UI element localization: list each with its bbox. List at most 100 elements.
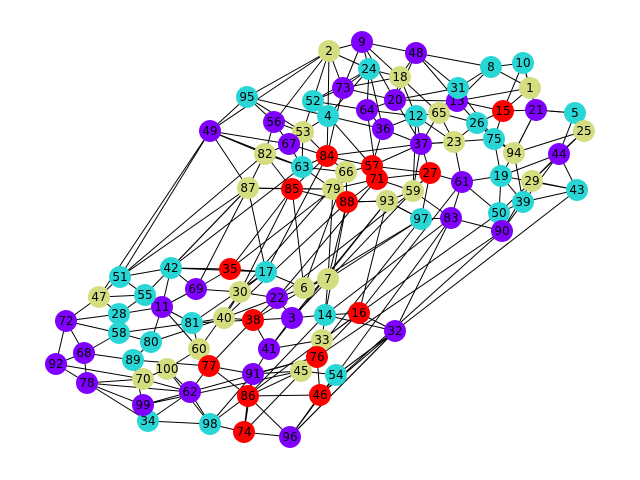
node-51: 51 bbox=[109, 266, 131, 288]
node-circle bbox=[402, 180, 424, 202]
node-label: 83 bbox=[443, 211, 458, 225]
node-circle bbox=[318, 40, 340, 62]
edge-2-95 bbox=[246, 50, 330, 98]
node-label: 90 bbox=[494, 224, 509, 238]
edge-87-51 bbox=[119, 187, 249, 278]
edge-2-49 bbox=[209, 50, 330, 132]
node-circle bbox=[480, 56, 502, 78]
edge-35-85 bbox=[229, 188, 293, 270]
node-circle bbox=[410, 133, 432, 155]
edge-98-33 bbox=[209, 339, 323, 425]
node-61: 61 bbox=[451, 171, 473, 193]
node-label: 82 bbox=[257, 147, 272, 161]
node-90: 90 bbox=[491, 220, 513, 242]
node-circle bbox=[317, 268, 339, 290]
node-23: 23 bbox=[443, 131, 465, 153]
node-17: 17 bbox=[255, 261, 277, 283]
edge-2-56 bbox=[273, 50, 330, 123]
node-circle bbox=[348, 302, 370, 324]
edge-4-57 bbox=[327, 115, 373, 167]
node-label: 84 bbox=[319, 149, 334, 163]
node-circle bbox=[488, 202, 510, 224]
node-circle bbox=[521, 170, 543, 192]
edge-7-88 bbox=[327, 201, 348, 280]
node-circle bbox=[311, 329, 333, 351]
node-label: 29 bbox=[524, 174, 539, 188]
node-40: 40 bbox=[213, 307, 235, 329]
node-circle bbox=[566, 179, 588, 201]
node-label: 88 bbox=[339, 195, 354, 209]
node-label: 75 bbox=[486, 132, 501, 146]
node-42: 42 bbox=[160, 257, 182, 279]
node-label: 93 bbox=[379, 194, 394, 208]
node-70: 70 bbox=[132, 368, 154, 390]
node-circle bbox=[372, 118, 394, 140]
node-label: 10 bbox=[515, 56, 530, 70]
node-circle bbox=[278, 133, 300, 155]
node-93: 93 bbox=[376, 190, 398, 212]
node-circle bbox=[237, 385, 259, 407]
node-circle bbox=[491, 220, 513, 242]
node-label: 56 bbox=[266, 115, 281, 129]
node-10: 10 bbox=[512, 52, 534, 74]
node-label: 45 bbox=[293, 364, 308, 378]
node-68: 68 bbox=[73, 342, 95, 364]
edge-81-17 bbox=[191, 271, 267, 324]
node-label: 71 bbox=[369, 172, 384, 186]
node-circle bbox=[198, 355, 220, 377]
node-65: 65 bbox=[428, 102, 450, 124]
edge-32-83 bbox=[394, 217, 452, 332]
node-45: 45 bbox=[290, 360, 312, 382]
node-82: 82 bbox=[254, 143, 276, 165]
node-circle bbox=[290, 360, 312, 382]
node-circle bbox=[447, 77, 469, 99]
node-label: 3 bbox=[288, 311, 296, 325]
node-label: 64 bbox=[359, 103, 374, 117]
node-label: 77 bbox=[201, 359, 216, 373]
node-label: 32 bbox=[387, 324, 402, 338]
node-circle bbox=[573, 120, 595, 142]
node-circle bbox=[132, 394, 154, 416]
node-label: 19 bbox=[493, 169, 508, 183]
node-100: 100 bbox=[156, 358, 179, 380]
node-77: 77 bbox=[198, 355, 220, 377]
node-49: 49 bbox=[199, 120, 221, 142]
node-39: 39 bbox=[512, 191, 534, 213]
node-25: 25 bbox=[573, 120, 595, 142]
node-circle bbox=[336, 191, 358, 213]
node-label: 100 bbox=[156, 362, 179, 376]
node-label: 79 bbox=[325, 182, 340, 196]
node-48: 48 bbox=[405, 42, 427, 64]
node-circle bbox=[316, 145, 338, 167]
node-label: 37 bbox=[413, 137, 428, 151]
node-circle bbox=[384, 89, 406, 111]
node-label: 38 bbox=[245, 313, 260, 327]
node-label: 97 bbox=[413, 212, 428, 226]
node-circle bbox=[45, 353, 67, 375]
node-85: 85 bbox=[281, 178, 303, 200]
node-86: 86 bbox=[237, 385, 259, 407]
edge-55-87 bbox=[144, 187, 249, 296]
node-69: 69 bbox=[185, 278, 207, 300]
node-label: 18 bbox=[392, 70, 407, 84]
node-label: 11 bbox=[154, 300, 169, 314]
node-84: 84 bbox=[316, 145, 338, 167]
edge-14-83 bbox=[324, 217, 452, 316]
edge-51-82 bbox=[119, 153, 266, 278]
node-circle bbox=[279, 426, 301, 448]
node-circle bbox=[451, 171, 473, 193]
node-9: 9 bbox=[351, 31, 373, 53]
node-50: 50 bbox=[488, 202, 510, 224]
node-30: 30 bbox=[229, 281, 251, 303]
node-label: 58 bbox=[111, 326, 126, 340]
edge-96-32 bbox=[289, 330, 396, 438]
node-label: 22 bbox=[269, 291, 284, 305]
edge-30-85 bbox=[239, 188, 293, 293]
node-label: 78 bbox=[79, 376, 94, 390]
node-label: 69 bbox=[188, 282, 203, 296]
node-circle bbox=[384, 320, 406, 342]
edge-76-90 bbox=[316, 230, 503, 358]
node-label: 33 bbox=[314, 333, 329, 347]
node-circle bbox=[255, 261, 277, 283]
node-circle bbox=[73, 342, 95, 364]
